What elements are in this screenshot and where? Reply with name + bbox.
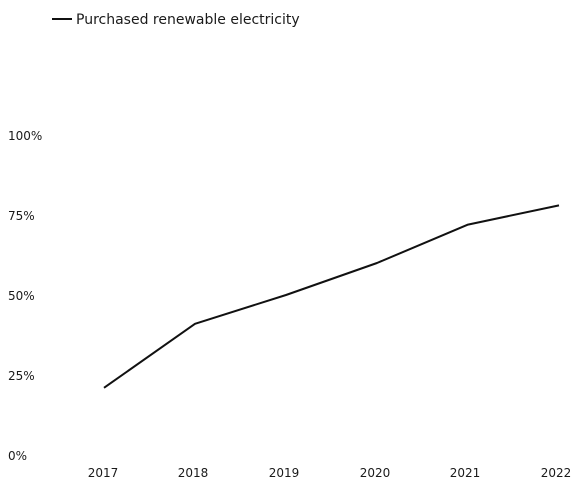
x-tick-label: 2018 [178, 466, 209, 479]
x-tick-label: 2019 [269, 466, 300, 479]
x-tick-label: 2021 [450, 466, 481, 479]
x-tick-label: 2022 [541, 466, 572, 479]
x-tick-label: 2017 [88, 466, 119, 479]
y-tick-label: 25% [8, 369, 35, 383]
y-tick-label: 50% [8, 289, 35, 303]
x-tick-label: 2020 [360, 466, 391, 479]
y-tick-label: 100% [8, 129, 42, 143]
legend: Purchased renewable electricity [52, 12, 300, 28]
y-tick-label: 0% [8, 449, 27, 463]
legend-label: Purchased renewable electricity [76, 12, 300, 28]
series-line [103, 204, 560, 389]
y-axis: 0% 25% 50% 75% 100% [8, 129, 42, 463]
plot-area [103, 204, 560, 389]
x-axis: 2017 2018 2019 2020 2021 2022 [88, 466, 572, 479]
y-tick-label: 75% [8, 209, 35, 223]
